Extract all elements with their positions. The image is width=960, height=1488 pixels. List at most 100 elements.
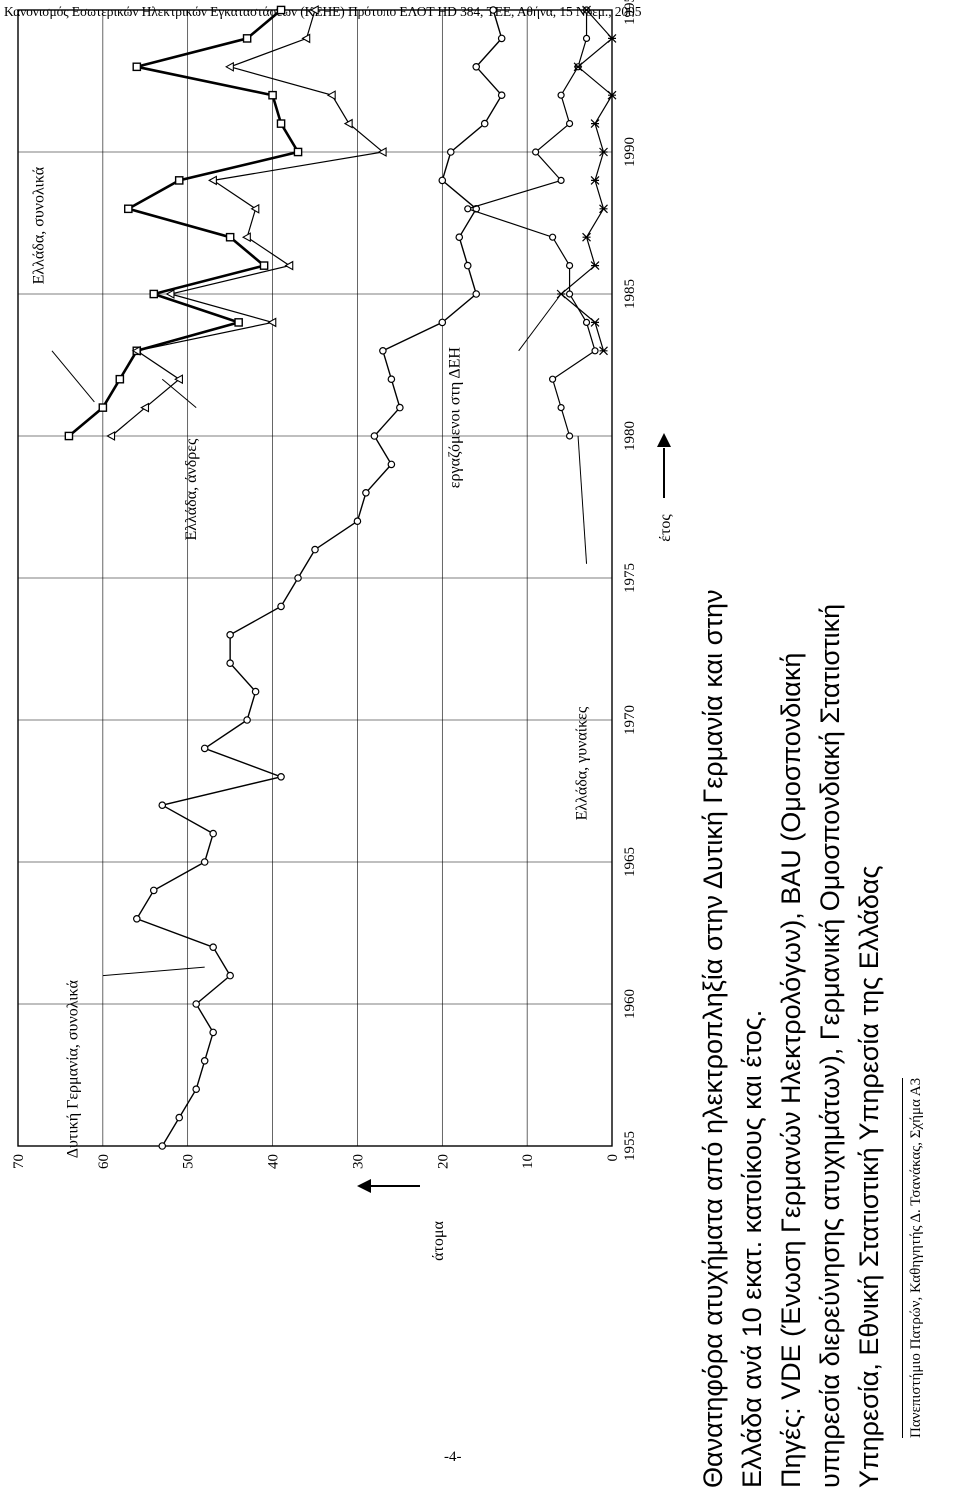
data-point: [133, 914, 141, 923]
data-point: [200, 744, 209, 753]
data-point: [277, 602, 285, 611]
chart: 1955 1960 1965 1970 1975 1980 1985 1990 1995 0 10 2…: [11, 0, 674, 1261]
data-point: [497, 91, 506, 99]
data-point: [175, 1113, 184, 1122]
data-point: [590, 317, 600, 327]
data-point: [243, 716, 251, 724]
data-point: [599, 147, 608, 157]
data-point: [225, 232, 235, 242]
series-line: [560, 9, 613, 351]
data-point: [591, 347, 599, 355]
data-point: [377, 147, 387, 157]
data-point: [480, 119, 489, 128]
data-point: [226, 659, 234, 668]
data-point: [200, 858, 209, 866]
data-point: [446, 148, 455, 156]
page-number: -4-: [444, 1449, 462, 1465]
data-point: [276, 119, 286, 128]
data-point: [590, 261, 600, 271]
annotation-label: Δυτική Γερμανία, συνολικά: [64, 980, 81, 1159]
data-point: [192, 1085, 201, 1094]
series-line: [465, 10, 596, 437]
annotation-label: Ελλάδα, συνολικά: [30, 166, 47, 284]
data-point: [174, 176, 184, 185]
annotation-label: Ελλάδα, γυναίκες: [574, 706, 591, 820]
annotation-label: Ελλάδα, άνδρες: [183, 438, 200, 540]
data-point: [532, 148, 540, 156]
y-tick-label: 0: [605, 1154, 621, 1162]
data-point: [267, 317, 277, 328]
x-axis-label: έτος: [657, 514, 674, 542]
data-point: [158, 801, 167, 810]
data-point: [590, 119, 600, 129]
data-point: [370, 432, 379, 440]
y-tick-label: 50: [181, 1154, 197, 1169]
x-tick-label: 1980: [622, 421, 638, 451]
data-point: [251, 687, 260, 696]
data-point: [464, 205, 472, 213]
data-point: [149, 886, 158, 895]
data-point: [226, 630, 234, 639]
data-point: [396, 403, 404, 412]
data-point: [140, 402, 150, 413]
y-tick-label: 70: [11, 1154, 27, 1169]
x-tick-label: 1985: [622, 279, 638, 309]
data-point: [131, 345, 141, 356]
data-point: [124, 204, 133, 214]
data-point: [353, 517, 362, 526]
annotation-leader: [51, 350, 95, 403]
data-point: [259, 261, 269, 270]
data-point: [209, 829, 217, 838]
annotation-leader: [102, 966, 205, 977]
data-point: [276, 5, 286, 15]
x-tick-label: 1995: [622, 0, 638, 25]
data-point: [115, 374, 125, 384]
data-point: [548, 375, 557, 383]
data-point: [165, 289, 175, 299]
x-tick-label: 1970: [622, 705, 638, 735]
data-point: [582, 232, 591, 242]
data-point: [311, 545, 319, 554]
data-point: [98, 403, 108, 412]
data-point: [174, 374, 183, 385]
data-point: [106, 431, 116, 441]
x-tick-label: 1965: [622, 847, 638, 877]
data-point: [455, 233, 464, 241]
annotation-leader: [577, 435, 588, 564]
data-point: [438, 176, 447, 185]
data-point: [607, 90, 617, 100]
data-point: [64, 431, 74, 441]
data-point: [379, 346, 387, 355]
data-point: [192, 1000, 201, 1008]
data-point: [557, 91, 565, 99]
data-point: [590, 175, 600, 185]
annotation-label: εργαζόμενοι στη ΔΕΗ: [446, 347, 463, 489]
data-point: [556, 289, 566, 299]
data-point: [362, 488, 370, 497]
data-point: [557, 176, 565, 185]
data-point: [607, 33, 617, 43]
data-point: [599, 204, 608, 214]
data-point: [463, 261, 472, 270]
x-tick-label: 1955: [622, 1131, 638, 1161]
data-point: [557, 403, 565, 412]
data-point: [343, 118, 353, 129]
annotation-leader: [161, 378, 197, 408]
data-point: [209, 943, 217, 952]
data-point: [268, 90, 277, 100]
y-tick-label: 10: [520, 1154, 536, 1169]
data-point: [234, 318, 243, 327]
page-header: Κανονισμός Εσωτερικών Ηλεκτρικών Εγκατασ…: [4, 4, 642, 19]
y-tick-label: 40: [266, 1154, 282, 1169]
series-line: [68, 9, 301, 437]
x-axis-arrow-head: [657, 433, 671, 447]
data-point: [149, 289, 159, 299]
data-point: [132, 62, 142, 72]
data-point: [294, 574, 302, 582]
data-point: [565, 290, 574, 298]
data-point: [387, 375, 396, 383]
y-tick-label: 30: [350, 1154, 366, 1169]
data-point: [158, 1142, 167, 1150]
data-point: [548, 233, 557, 241]
data-point: [242, 34, 252, 43]
